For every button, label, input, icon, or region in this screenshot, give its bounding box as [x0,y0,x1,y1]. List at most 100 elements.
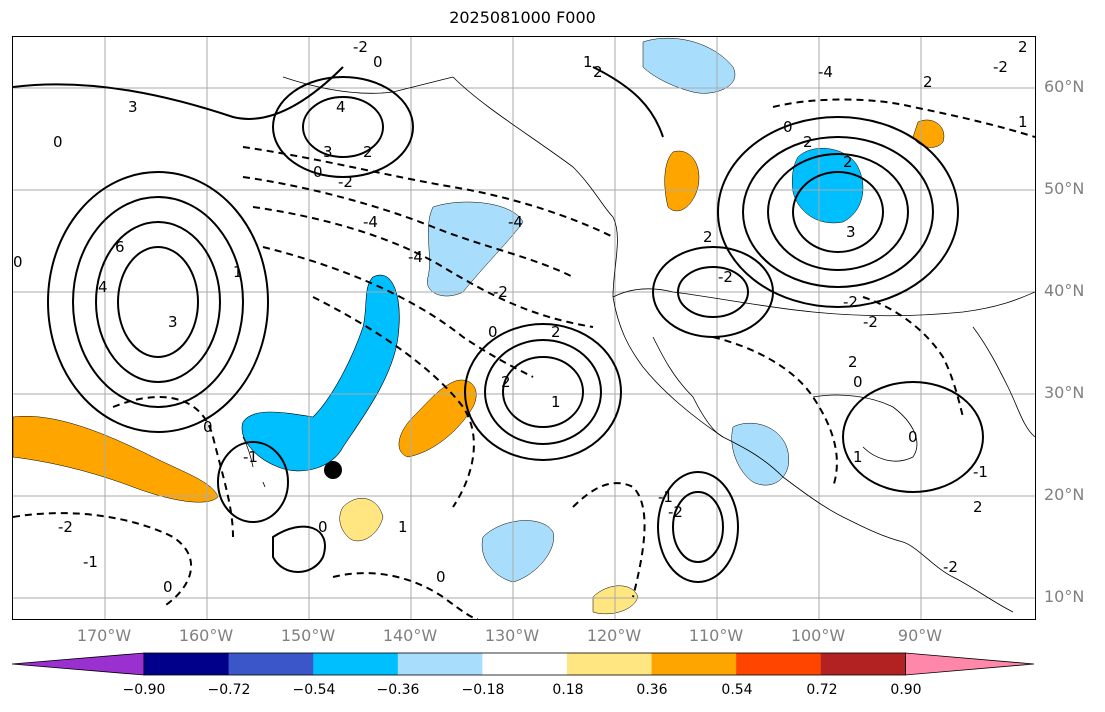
contour-label: -2 [863,313,878,331]
contour-label: 0 [373,53,383,71]
contour-label: 0 [436,568,446,586]
contour-label: 2 [973,498,983,516]
colorbar-tick: 0.54 [721,682,753,698]
shaded-fields [13,37,945,615]
lon-label: 150°W [280,626,336,645]
negative-anomaly-north [642,37,736,94]
contour-label: -2 [493,283,508,301]
contour-label: -2 [943,558,958,576]
contour-label: -2 [993,58,1008,76]
contour-label: -2 [718,268,733,286]
contour-labels: 0 -2 3 2 1 4 3 2 0 -2 0 -4 -4 -2 0 6 4 3… [13,38,1028,596]
dashed-contours [13,98,1035,619]
lon-label: 90°W [897,626,943,645]
colorbar-cell [820,653,906,675]
lat-label: 20°N [1044,485,1085,504]
contour-label: 1 [233,263,243,281]
contour-label: 2 [593,63,603,81]
colorbar-tick: −0.90 [122,682,166,698]
contour-label: 2 [1018,38,1028,56]
contour-label: -1 [973,463,988,481]
lon-label: 120°W [586,626,642,645]
contour-label: 0 [783,118,793,136]
lon-label: 110°W [688,626,744,645]
contour-label: 3 [128,98,138,116]
lat-label: 40°N [1044,281,1085,300]
colorbar-extend-high [905,652,1035,676]
contour-label: 2 [703,228,713,246]
contour-label: 0 [53,133,63,151]
positive-anomaly-west [13,416,219,503]
colorbar-cell [482,653,568,675]
chart-title: 2025081000 F000 [449,8,596,27]
solid-contours [13,66,984,583]
colorbar-svg [11,652,1035,676]
colorbar-cell [397,653,483,675]
colorbar-tick: 0.36 [636,682,668,698]
contour-label: 2 [363,143,373,161]
contour-label: 4 [336,98,346,116]
contour-label: -2 [338,173,353,191]
contour-label: 0 [313,163,323,181]
graticule [13,37,1035,619]
colorbar-cell [736,653,822,675]
colorbar-tick: 0.90 [890,682,922,698]
contour-label: -1 [83,553,98,571]
lat-label: 30°N [1044,383,1085,402]
positive-anomaly-northeast [912,119,945,148]
colorbar-outline [143,652,906,676]
contour-label: 0 [13,253,23,271]
colorbar-cell [567,653,653,675]
contour-label: -2 [668,503,683,521]
negative-anomaly-southcenter [481,520,554,583]
contour-label: 2 [843,153,853,171]
contour-label: 0 [163,578,173,596]
location-marker [324,461,342,479]
colorbar-tick: −0.72 [207,682,251,698]
coastlines [242,76,1035,613]
lon-label: 130°W [484,626,540,645]
contour-label: -4 [508,213,523,231]
positive-anomaly-light [339,498,384,542]
lon-label: 170°W [76,626,132,645]
contour-label: 2 [501,373,511,391]
colorbar-tick: −0.54 [292,682,336,698]
contour-label: 3 [323,143,333,161]
contour-label: 0 [853,373,863,391]
colorbar-tick: 0.18 [552,682,584,698]
positive-anomaly-north [664,150,700,212]
contour-label: -4 [408,248,423,266]
contour-label: 2 [551,323,561,341]
colorbar-cell [228,653,314,675]
contour-label: 1 [583,53,593,71]
contour-label: 2 [923,73,933,91]
lon-label: 140°W [382,626,438,645]
contour-label: 6 [115,238,125,256]
contour-label: 0 [203,418,213,436]
contour-label: 0 [318,518,328,536]
contour-label: -4 [818,63,833,81]
contour-label: -2 [58,518,73,536]
lon-label: 100°W [790,626,846,645]
contour-label: -2 [843,293,858,311]
colorbar-tick: −0.36 [376,682,420,698]
contour-label: 3 [846,223,856,241]
negative-anomaly-south [731,422,790,486]
contour-label: 4 [98,278,108,296]
contour-label: 0 [488,323,498,341]
colorbar-cell [144,653,230,675]
contour-label: 0 [908,428,918,446]
lat-label: 60°N [1044,77,1085,96]
lon-label: 160°W [178,626,234,645]
lat-label: 10°N [1044,587,1085,606]
negative-anomaly-northeast [791,148,864,224]
contour-label: 3 [168,313,178,331]
contour-label: -1 [658,488,673,506]
contour-label: -1 [243,448,258,466]
contour-label: 1 [398,518,408,536]
contour-label: 1 [853,448,863,466]
colorbar [11,650,1036,678]
contour-label: 1 [1018,113,1028,131]
contour-label: 1 [551,393,561,411]
colorbar-cell [313,653,399,675]
